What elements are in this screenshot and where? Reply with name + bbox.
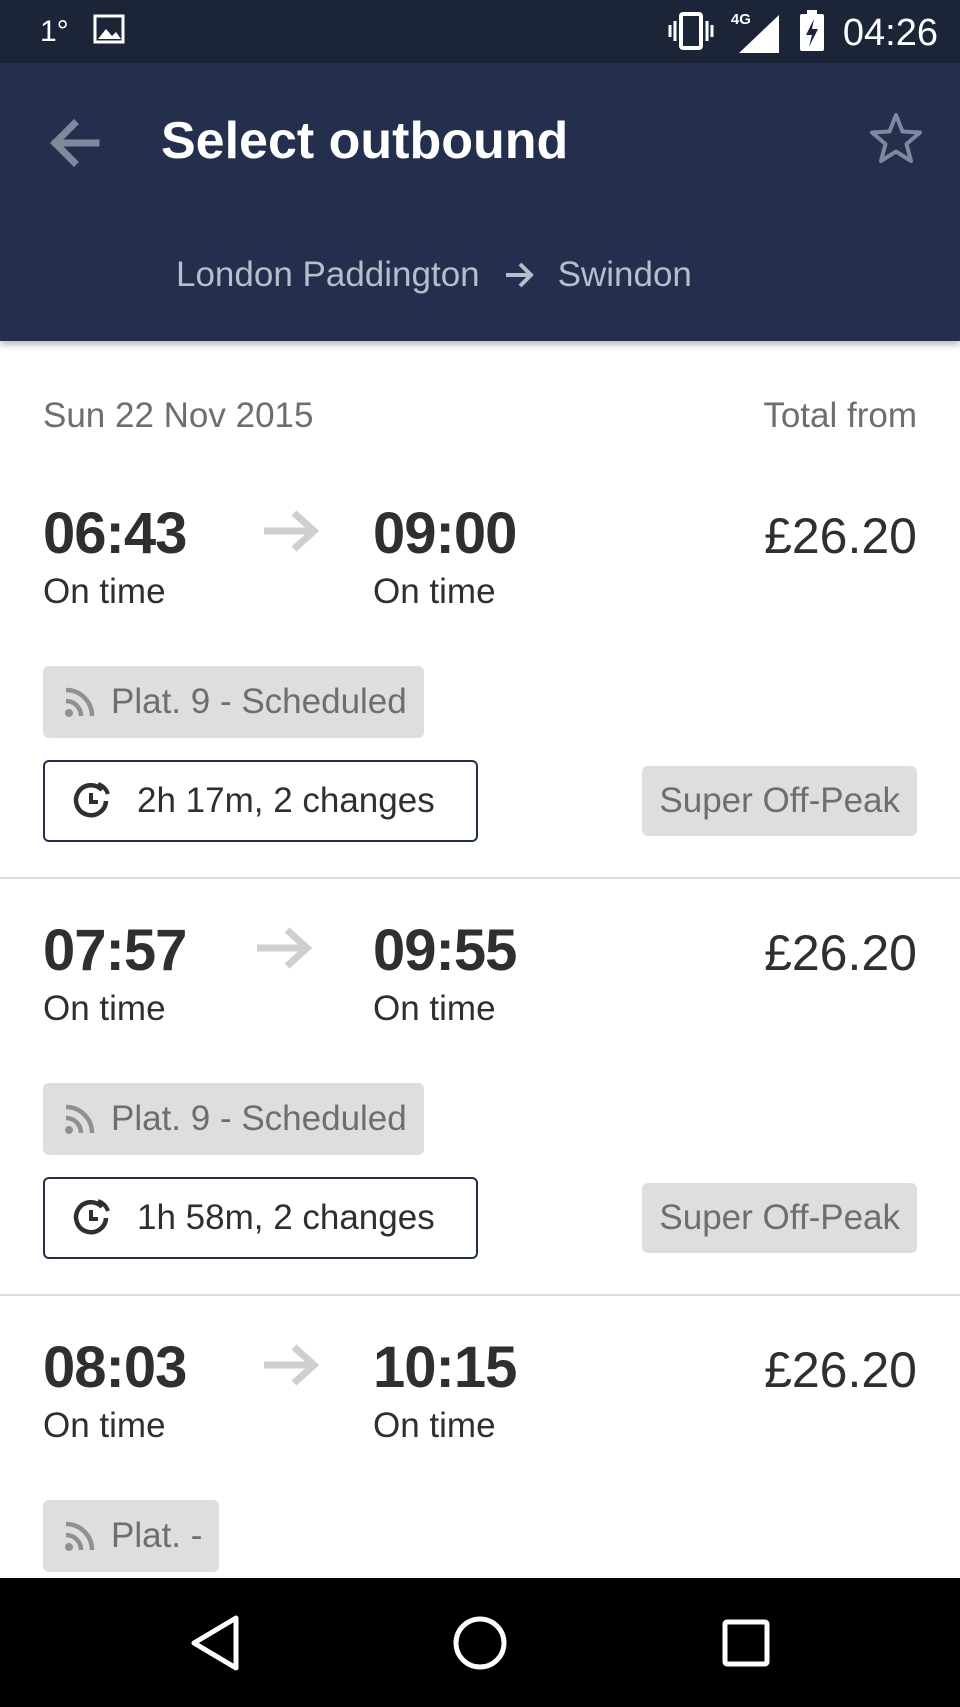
duration-clock-icon bbox=[71, 781, 111, 821]
destination-station: Swindon bbox=[557, 255, 692, 294]
journey-price: £26.20 bbox=[764, 925, 917, 981]
back-triangle-icon[interactable] bbox=[180, 1608, 250, 1678]
arrival-status: On time bbox=[373, 989, 496, 1028]
platform-label: Plat. - bbox=[111, 1516, 203, 1555]
journey-details-button[interactable]: 1h 58m, 2 changes bbox=[43, 1177, 478, 1259]
signal-icon: 4G bbox=[730, 10, 781, 55]
platform-chip: Plat. 9 - Scheduled bbox=[43, 1083, 424, 1155]
journey-price: £26.20 bbox=[764, 508, 917, 564]
departure-status: On time bbox=[43, 572, 166, 611]
fare-type-badge: Super Off-Peak bbox=[642, 766, 917, 836]
total-from-label: Total from bbox=[763, 396, 917, 435]
duration-label: 2h 17m, 2 changes bbox=[137, 781, 435, 820]
journey-arrow-icon bbox=[262, 509, 320, 553]
route-arrow-icon bbox=[504, 261, 536, 289]
platform-label: Plat. 9 - Scheduled bbox=[111, 1099, 407, 1138]
departure-time: 07:57 bbox=[43, 918, 187, 983]
app-bar: Select outbound London Paddington Swindo… bbox=[0, 63, 960, 341]
journey-arrow-icon bbox=[255, 926, 313, 970]
departure-status: On time bbox=[43, 1406, 166, 1445]
clock-time: 04:26 bbox=[842, 12, 938, 54]
arrival-time: 10:15 bbox=[373, 1335, 517, 1400]
divider bbox=[0, 1294, 960, 1296]
page-title: Select outbound bbox=[161, 112, 569, 170]
star-icon[interactable] bbox=[868, 111, 924, 167]
arrival-status: On time bbox=[373, 572, 496, 611]
date-row: Sun 22 Nov 2015 Total from bbox=[43, 396, 917, 436]
fare-type-badge: Super Off-Peak bbox=[642, 1183, 917, 1253]
arrival-status: On time bbox=[373, 1406, 496, 1445]
vibrate-icon bbox=[667, 11, 715, 56]
platform-chip: Plat. 9 - Scheduled bbox=[43, 666, 424, 738]
live-feed-icon bbox=[63, 1102, 97, 1136]
gallery-icon bbox=[93, 14, 125, 49]
journey-card[interactable]: 06:43 09:00 £26.20 On time On time Plat.… bbox=[0, 462, 960, 879]
arrival-time: 09:55 bbox=[373, 918, 517, 983]
home-circle-icon[interactable] bbox=[445, 1608, 515, 1678]
journey-arrow-icon bbox=[262, 1343, 320, 1387]
status-bar: 1° 4G 04:26 bbox=[0, 0, 960, 63]
live-feed-icon bbox=[63, 685, 97, 719]
journey-card[interactable]: 08:03 10:15 £26.20 On time On time Plat.… bbox=[0, 1296, 960, 1707]
travel-date: Sun 22 Nov 2015 bbox=[43, 396, 314, 435]
network-type: 4G bbox=[730, 10, 751, 28]
journey-details-button[interactable]: 2h 17m, 2 changes bbox=[43, 760, 478, 842]
journey-card[interactable]: 07:57 09:55 £26.20 On time On time Plat.… bbox=[0, 879, 960, 1296]
duration-clock-icon bbox=[71, 1198, 111, 1238]
journey-price: £26.20 bbox=[764, 1342, 917, 1398]
recents-square-icon[interactable] bbox=[711, 1608, 781, 1678]
route-summary: London Paddington Swindon bbox=[176, 255, 692, 295]
departure-status: On time bbox=[43, 989, 166, 1028]
live-feed-icon bbox=[63, 1519, 97, 1553]
back-arrow-icon[interactable] bbox=[44, 113, 104, 173]
departure-time: 08:03 bbox=[43, 1335, 187, 1400]
platform-label: Plat. 9 - Scheduled bbox=[111, 682, 407, 721]
departure-time: 06:43 bbox=[43, 501, 187, 566]
arrival-time: 09:00 bbox=[373, 501, 517, 566]
divider bbox=[0, 877, 960, 879]
battery-charging-icon bbox=[799, 10, 825, 57]
duration-label: 1h 58m, 2 changes bbox=[137, 1198, 435, 1237]
platform-chip: Plat. - bbox=[43, 1500, 220, 1572]
navigation-bar bbox=[0, 1578, 960, 1707]
origin-station: London Paddington bbox=[176, 255, 480, 294]
temperature-text: 1° bbox=[40, 14, 69, 48]
